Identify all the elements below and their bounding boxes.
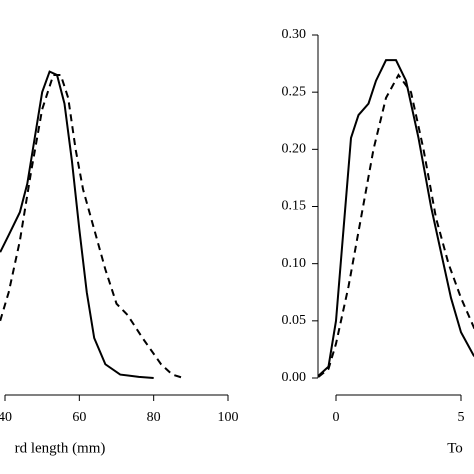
x-tick-label: 5 (458, 410, 465, 425)
x-tick-label: 40 (0, 410, 12, 425)
y-tick-label: 0.15 (282, 199, 307, 214)
density-line (0, 74, 184, 379)
x-axis-label: rd length (mm) (15, 440, 106, 456)
y-tick-label: 0.05 (282, 313, 307, 328)
x-tick-label: 0 (333, 410, 340, 425)
y-tick-label: 0.30 (282, 27, 307, 42)
y-tick-label: 0.25 (282, 84, 307, 99)
x-axis-label: To (447, 440, 463, 456)
density-line (0, 70, 154, 379)
y-tick-label: 0.10 (282, 256, 307, 271)
x-tick-label: 100 (218, 410, 239, 425)
x-tick-label: 80 (147, 410, 161, 425)
density-line (317, 59, 474, 377)
y-tick-label: 0.20 (282, 142, 307, 157)
x-tick-label: 60 (72, 410, 86, 425)
y-tick-label: 0.00 (282, 370, 307, 385)
density-line (317, 73, 474, 378)
